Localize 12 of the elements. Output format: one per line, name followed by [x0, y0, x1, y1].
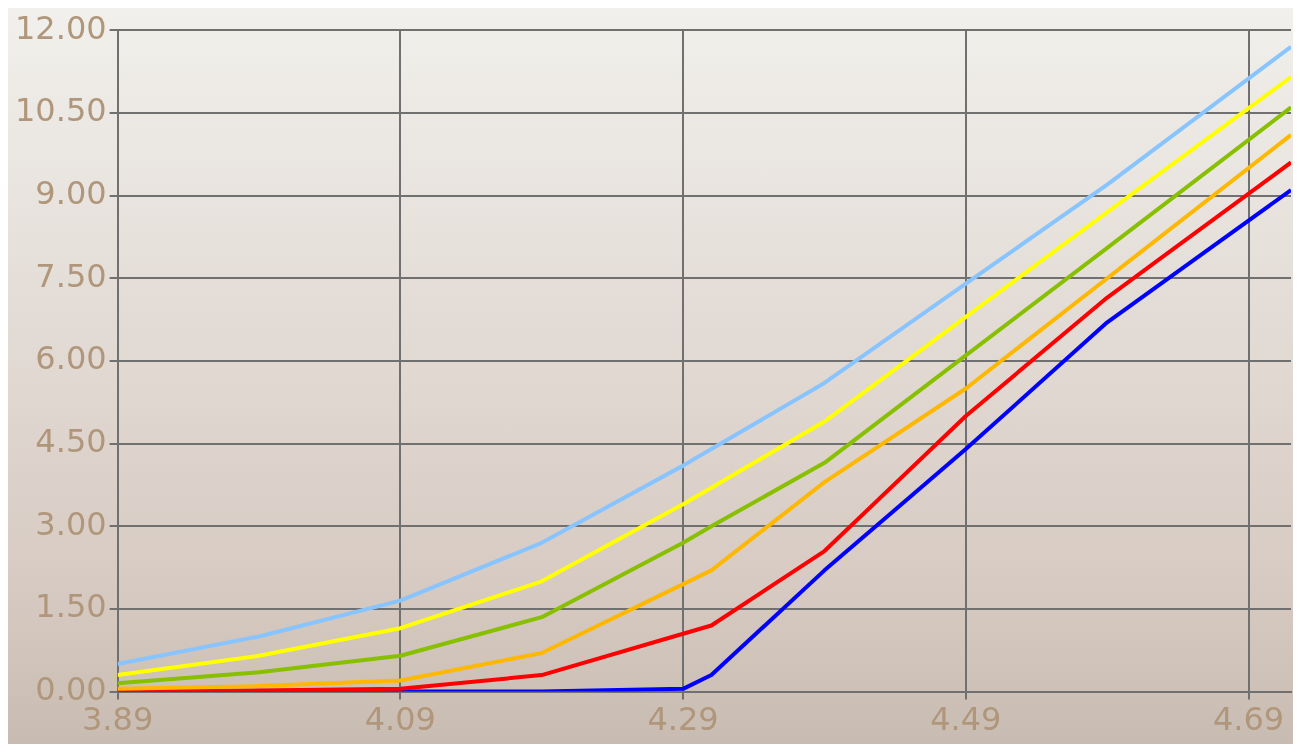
- x-tick-label: 4.49: [930, 700, 1002, 739]
- y-tick-label: 10.50: [15, 91, 107, 130]
- y-tick-label: 7.50: [35, 256, 107, 295]
- y-tick-label: 1.50: [35, 587, 107, 626]
- x-tick-label: 4.29: [647, 700, 719, 739]
- y-tick-label: 12.00: [15, 8, 107, 47]
- y-tick-label: 9.00: [35, 173, 107, 212]
- y-tick-label: 3.00: [35, 504, 107, 543]
- y-tick-label: 4.50: [35, 421, 107, 460]
- y-tick-label: 6.00: [35, 339, 107, 378]
- x-tick-label: 4.09: [364, 700, 436, 739]
- x-tick-label: 4.69: [1212, 700, 1285, 739]
